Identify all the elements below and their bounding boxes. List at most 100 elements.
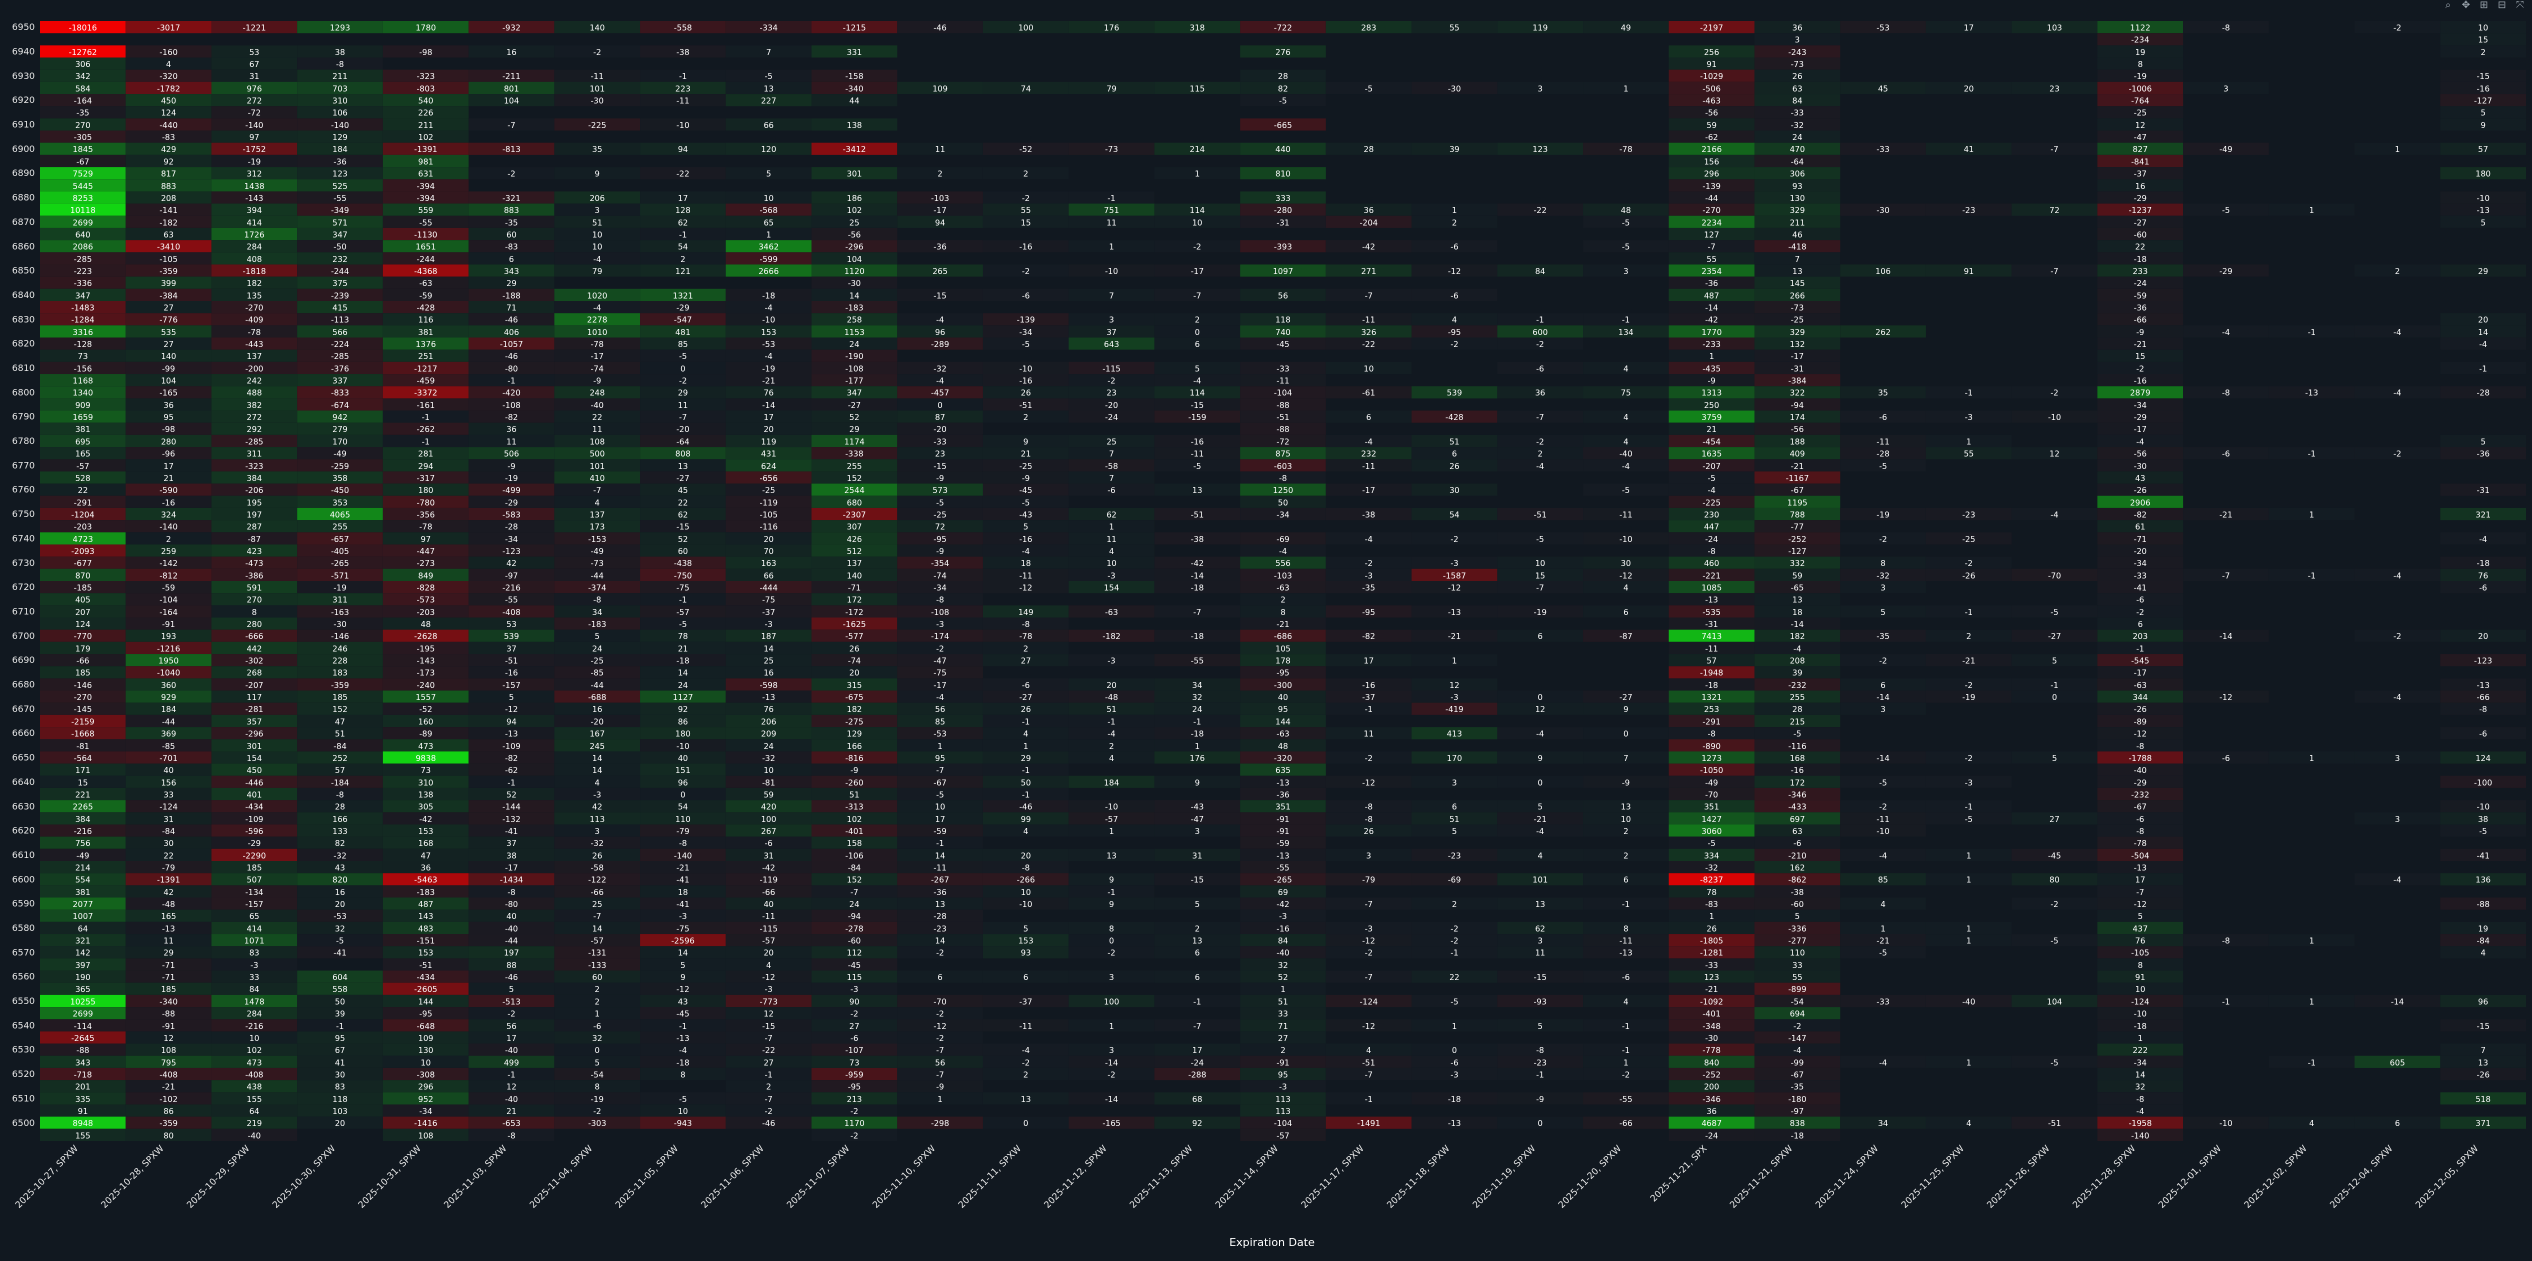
heatmap-value-label: 38 <box>335 48 345 57</box>
heatmap-value-label: -206 <box>245 486 263 495</box>
heatmap-value-label: 343 <box>75 1058 90 1067</box>
heatmap-value-label: -463 <box>1703 97 1721 106</box>
heatmap-cell <box>982 507 1069 521</box>
heatmap-value-label: 1 <box>595 1010 600 1019</box>
heatmap-cell <box>211 398 298 411</box>
heatmap-cell <box>811 240 898 253</box>
heatmap-value-label: -35 <box>1791 1083 1804 1092</box>
heatmap-value-label: 85 <box>935 717 945 726</box>
heatmap-cell <box>211 556 298 569</box>
heatmap-value-label: 16 <box>592 705 602 714</box>
heatmap-value-label: -57 <box>762 937 775 946</box>
heatmap-cell <box>1754 106 1841 119</box>
heatmap-cell <box>1925 386 2012 399</box>
heatmap-value-label: -394 <box>417 182 435 191</box>
heatmap-value-label: 1 <box>1966 1058 1971 1067</box>
heatmap-value-label: 207 <box>75 608 90 617</box>
heatmap-value-label: 113 <box>590 815 605 824</box>
heatmap-value-label: -21 <box>1705 985 1718 994</box>
heatmap-value-label: -12 <box>1619 571 1632 580</box>
heatmap-value-label: 94 <box>935 218 945 227</box>
heatmap-value-label: -14 <box>1877 754 1890 763</box>
heatmap-cell <box>2097 288 2184 301</box>
heatmap-value-label: -40 <box>1276 949 1289 958</box>
heatmap-value-label: 41 <box>335 1058 345 1067</box>
heatmap-value-label: -30 <box>1877 206 1890 215</box>
zoom-icon[interactable]: ⌕ <box>2445 0 2451 11</box>
heatmap-value-label: -1 <box>1365 1095 1373 1104</box>
heatmap-value-label: -677 <box>74 559 92 568</box>
heatmap-cell <box>1754 556 1841 569</box>
heatmap-value-label: 16 <box>764 669 774 678</box>
heatmap-value-label: -63 <box>1276 730 1289 739</box>
heatmap-value-label: 168 <box>1790 754 1805 763</box>
heatmap-value-label: 35 <box>1878 389 1888 398</box>
heatmap-cell <box>211 532 298 545</box>
heatmap-value-label: 68 <box>1192 1095 1202 1104</box>
heatmap-cell <box>1925 434 2012 448</box>
heatmap-value-label: 4 <box>1966 1119 1971 1128</box>
heatmap-value-label: 120 <box>761 145 776 154</box>
heatmap-cell <box>554 142 641 155</box>
heatmap-value-label: -674 <box>331 401 349 410</box>
heatmap-cell <box>2440 325 2526 338</box>
heatmap-value-label: 870 <box>75 571 90 580</box>
heatmap-value-label: -57 <box>1276 1131 1289 1140</box>
heatmap-cell <box>2440 45 2526 58</box>
heatmap-value-label: 635 <box>1275 766 1290 775</box>
x-tick-label: 2025-11-19, SPXW <box>1471 1144 1538 1211</box>
heatmap-value-label: 525 <box>332 182 347 191</box>
heatmap-value-label: 347 <box>75 291 90 300</box>
heatmap-value-label: -124 <box>1360 997 1378 1006</box>
heatmap-cell <box>640 45 726 58</box>
heatmap-cell <box>1668 544 1755 557</box>
heatmap-value-label: -164 <box>74 97 92 106</box>
heatmap-value-label: -1 <box>1622 316 1630 325</box>
heatmap-value-label: 53 <box>506 620 516 629</box>
pan-icon[interactable]: ✥ <box>2461 0 2471 11</box>
heatmap-value-label: 14 <box>592 754 602 763</box>
heatmap-value-label: 170 <box>1447 754 1462 763</box>
heatmap-value-label: 381 <box>75 888 90 897</box>
heatmap-value-label: 820 <box>332 876 347 885</box>
zoom-in-icon[interactable]: ⊞ <box>2479 0 2489 11</box>
heatmap-cell <box>40 167 126 180</box>
heatmap-cell <box>811 94 898 107</box>
heatmap-cell <box>2440 81 2526 95</box>
heatmap-value-label: -2 <box>1450 924 1458 933</box>
heatmap-value-label: -2 <box>1022 1058 1030 1067</box>
heatmap-cell <box>640 422 726 435</box>
heatmap-value-label: -35 <box>1362 584 1375 593</box>
reset-icon[interactable]: ⤧ <box>2516 0 2524 11</box>
heatmap-cell <box>1668 179 1755 192</box>
heatmap-cell <box>1583 142 1669 155</box>
heatmap-cell <box>1411 337 1498 350</box>
zoom-out-icon[interactable]: ⊟ <box>2497 0 2507 11</box>
heatmap-value-label: -55 <box>1619 1095 1632 1104</box>
heatmap-cell <box>640 483 726 496</box>
heatmap-cell <box>640 252 726 265</box>
heatmap-cell <box>1754 544 1841 557</box>
heatmap-value-label: -21 <box>1534 815 1547 824</box>
heatmap-value-label: 14 <box>764 644 774 653</box>
heatmap-cell <box>1240 45 1326 58</box>
heatmap-cell <box>1668 215 1755 228</box>
heatmap-value-label: 8 <box>595 1083 600 1092</box>
heatmap-value-label: -1217 <box>414 364 437 373</box>
heatmap-value-label: -6 <box>1022 681 1030 690</box>
heatmap-value-label: -3 <box>593 790 601 799</box>
heatmap-cell <box>1154 532 1241 545</box>
heatmap-value-label: 5 <box>509 693 514 702</box>
heatmap-value-label: 942 <box>332 413 347 422</box>
heatmap-value-label: 2 <box>1966 632 1971 641</box>
heatmap-value-label: -718 <box>74 1070 92 1079</box>
heatmap-cell <box>725 45 812 58</box>
heatmap-cell <box>897 264 983 277</box>
heatmap-cell <box>897 544 983 557</box>
heatmap-cell <box>1154 313 1241 326</box>
heatmap-cell <box>1840 507 1926 521</box>
heatmap-value-label: 311 <box>247 450 262 459</box>
heatmap-value-label: -6 <box>765 839 773 848</box>
heatmap-value-label: -288 <box>1188 1070 1206 1079</box>
heatmap-cell <box>1668 57 1755 70</box>
